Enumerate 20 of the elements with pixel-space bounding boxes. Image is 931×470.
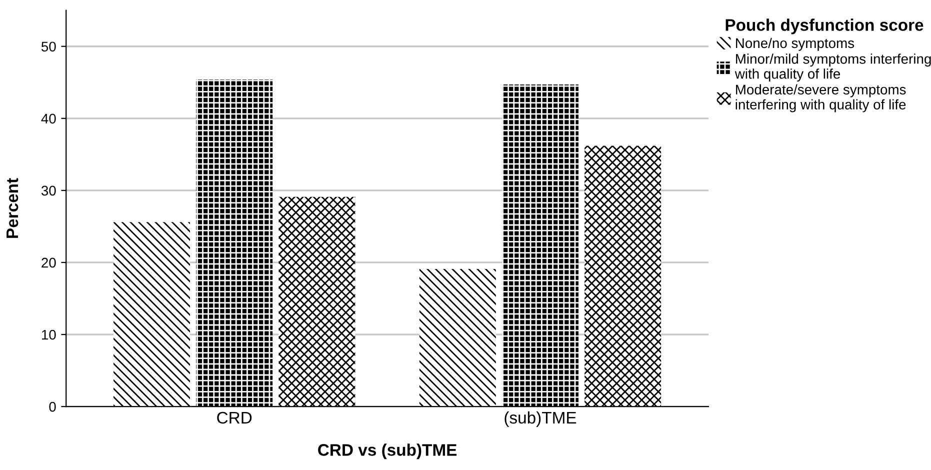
x-tick-label: (sub)TME [504,411,576,427]
legend-label: Minor/mild symptoms interfering with quality of life [734,54,931,82]
bar [196,79,273,407]
bar [419,268,496,407]
bar [502,84,578,407]
bar [114,222,190,407]
y-tick-label: 20 [42,258,56,268]
y-axis-title: Percent [6,178,18,238]
x-axis-title: CRD vs (sub)TME [318,444,457,460]
legend-title: Pouch dysfunction score [726,18,924,34]
y-tick-label: 0 [49,402,56,412]
y-tick-label: 10 [42,330,56,340]
y-tick-label: 40 [41,114,56,124]
bar [584,146,662,407]
legend-label: Moderate/severe symptoms interfering with quality of life [736,84,906,112]
x-tick-label: CRD [217,412,252,424]
legend-label: None/no symptoms [736,38,854,51]
y-tick-label: 30 [41,186,56,196]
bar [278,196,356,407]
y-tick-label: 50 [41,42,56,52]
